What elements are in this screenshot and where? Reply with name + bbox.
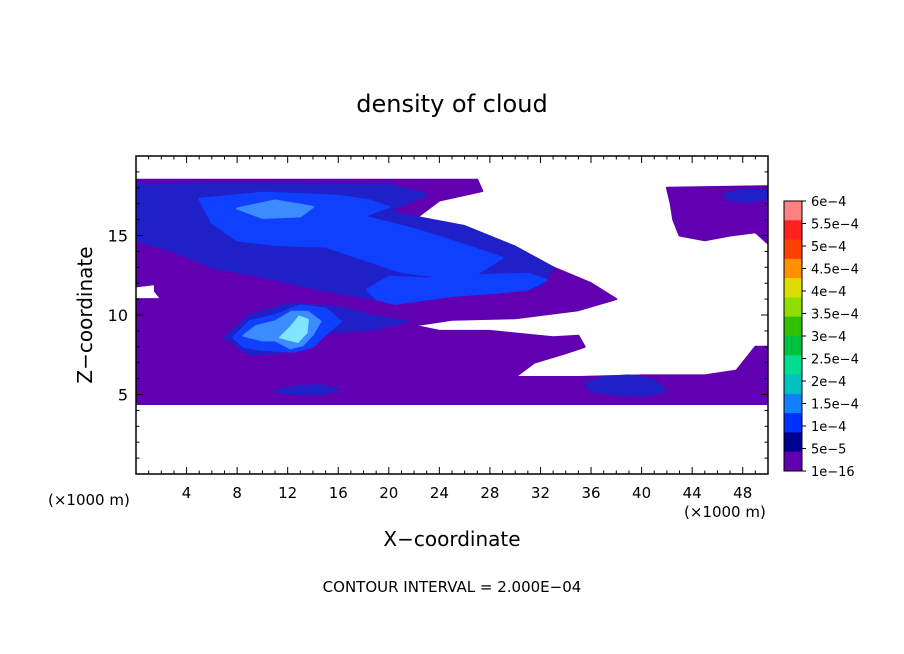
colorbar-swatch [784,393,802,414]
y-tick-label: 5 [118,386,128,405]
x-tick-label: 48 [733,484,752,502]
contour-interval-label: CONTOUR INTERVAL = 2.000E−04 [323,578,582,596]
contour-region-9 [366,272,548,305]
x-tick-label: 12 [278,484,297,502]
colorbar-swatch [784,355,802,376]
colorbar-swatch [784,413,802,433]
colorbar-swatch [784,451,802,472]
colorbar-label: 1e−16 [811,465,855,480]
colorbar-swatch [784,278,802,298]
colorbar: 6e−4 5.5e−4 5e−4 4.5e−4 4e−4 3.5e−4 3e−4 2.5e−4… [783,195,859,480]
colorbar-label: 5.5e−4 [811,218,859,233]
y-tick-label: 10 [108,306,128,325]
colorbar-swatch [784,220,802,241]
colorbar-label: 3.5e−4 [811,308,859,323]
colorbar-label: 2.5e−4 [811,353,859,368]
x-unit-label-right: (×1000 m) [684,503,766,521]
x-tick-label: 32 [531,484,550,502]
colorbar-swatch [784,258,802,279]
x-tick-label: 24 [430,484,449,502]
contour-region-13 [279,315,309,343]
colorbar-label: 5e−5 [811,443,846,458]
x-tick-label: 36 [581,484,600,502]
colorbar-label: 4e−4 [811,285,846,300]
colorbar-label: 5e−4 [811,240,846,255]
colorbar-swatch [784,316,802,337]
contour-region-12 [236,199,314,219]
x-tick-label: 8 [232,484,242,502]
x-tick-label: 4 [182,484,192,502]
contour-fill-group [136,178,768,405]
colorbar-label: 3e−4 [811,330,846,345]
x-tick-label: 40 [632,484,651,502]
x-tick-label: 16 [329,484,348,502]
colorbar-swatch [784,201,802,221]
colorbar-label: 2e−4 [811,375,846,390]
colorbar-swatch [784,432,802,453]
contour-region-5 [722,188,768,204]
colorbar-swatch [784,239,802,260]
y-tick-label: 15 [108,227,128,246]
contour-region-6 [583,374,668,398]
colorbar-label: 4.5e−4 [811,263,859,278]
colorbar-swatch [784,297,802,318]
x-tick-label: 44 [683,484,702,502]
x-tick-label: 28 [480,484,499,502]
chart-title: density of cloud [356,90,547,118]
colorbar-swatch [784,336,802,356]
colorbar-swatch [784,374,802,395]
colorbar-label: 1.5e−4 [811,398,859,413]
x-axis-label: X−coordinate [383,527,520,551]
x-unit-label-left: (×1000 m) [48,491,130,509]
colorbar-label: 1e−4 [811,420,846,435]
x-tick-label: 20 [379,484,398,502]
contour-region-7 [274,384,340,396]
colorbar-label: 6e−4 [811,195,846,210]
y-axis-label: Z−coordinate [73,246,97,383]
